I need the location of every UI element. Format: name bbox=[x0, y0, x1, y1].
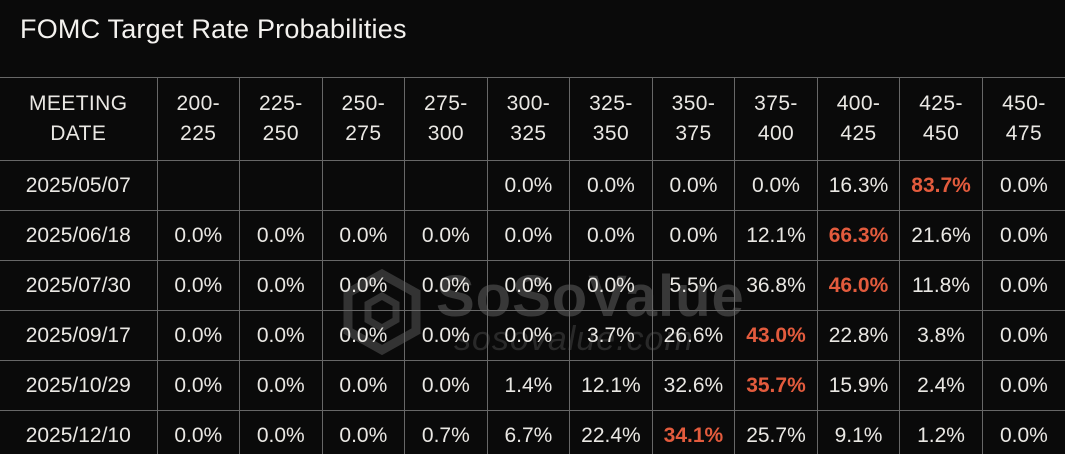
table-header: MEETING DATE 200- 225 225- 250 250- 275 275-… bbox=[0, 77, 1065, 161]
probability-cell: 0.0% bbox=[486, 210, 571, 261]
probability-cell bbox=[156, 160, 241, 211]
probability-cell: 0.0% bbox=[981, 160, 1065, 211]
probability-cell: 0.0% bbox=[156, 260, 241, 311]
meeting-date-cell: 2025/06/18 bbox=[0, 210, 158, 261]
probability-cell: 32.6% bbox=[651, 360, 736, 411]
probability-cell: 22.4% bbox=[569, 410, 653, 454]
probability-cell bbox=[321, 160, 406, 211]
probability-cell: 0.0% bbox=[404, 210, 488, 261]
table-row: 2025/06/18 0.0% 0.0% 0.0% 0.0% 0.0% 0.0% 0.0% 12… bbox=[0, 210, 1065, 261]
probability-cell: 0.0% bbox=[486, 160, 571, 211]
probability-cell: 3.7% bbox=[569, 310, 653, 361]
probability-cell: 0.0% bbox=[981, 310, 1065, 361]
probability-cell bbox=[404, 160, 488, 211]
table-row: 2025/12/10 0.0% 0.0% 0.0% 0.7% 6.7% 22.4% 34.1%… bbox=[0, 410, 1065, 454]
probability-cell: 0.0% bbox=[239, 210, 323, 261]
probability-cell: 0.0% bbox=[321, 260, 406, 311]
probability-cell: 12.1% bbox=[734, 210, 818, 261]
probability-cell: 34.1% bbox=[651, 410, 736, 454]
probability-cell: 22.8% bbox=[816, 310, 901, 361]
meeting-date-cell: 2025/07/30 bbox=[0, 260, 158, 311]
probability-cell: 43.0% bbox=[734, 310, 818, 361]
meeting-date-cell: 2025/05/07 bbox=[0, 160, 158, 211]
probability-cell: 0.7% bbox=[404, 410, 488, 454]
page-title: FOMC Target Rate Probabilities bbox=[20, 14, 407, 44]
probability-cell: 0.0% bbox=[981, 260, 1065, 311]
rate-range-header: 225- 250 bbox=[239, 77, 323, 161]
probability-cell: 0.0% bbox=[156, 360, 241, 411]
probability-cell: 66.3% bbox=[816, 210, 901, 261]
rate-range-header: 200- 225 bbox=[156, 77, 241, 161]
probability-cell: 0.0% bbox=[569, 210, 653, 261]
probability-cell: 0.0% bbox=[651, 160, 736, 211]
probability-cell: 21.6% bbox=[899, 210, 983, 261]
probability-cell: 0.0% bbox=[321, 210, 406, 261]
table-row: 2025/07/30 0.0% 0.0% 0.0% 0.0% 0.0% 0.0% 5.5% 36… bbox=[0, 260, 1065, 311]
probability-cell: 0.0% bbox=[321, 310, 406, 361]
probability-cell: 6.7% bbox=[486, 410, 571, 454]
probability-cell: 5.5% bbox=[651, 260, 736, 311]
probability-cell: 0.0% bbox=[404, 360, 488, 411]
header-row: MEETING DATE 200- 225 225- 250 250- 275 275-… bbox=[0, 77, 1065, 161]
rate-range-header: 325- 350 bbox=[569, 77, 653, 161]
rate-range-header: 425- 450 bbox=[899, 77, 983, 161]
probability-cell: 0.0% bbox=[239, 410, 323, 454]
probability-cell: 83.7% bbox=[899, 160, 983, 211]
probability-cell: 0.0% bbox=[239, 360, 323, 411]
probability-cell: 0.0% bbox=[239, 260, 323, 311]
probability-cell: 0.0% bbox=[404, 310, 488, 361]
meeting-date-cell: 2025/10/29 bbox=[0, 360, 158, 411]
probability-cell: 0.0% bbox=[981, 210, 1065, 261]
probability-cell: 0.0% bbox=[651, 210, 736, 261]
rate-range-header: 250- 275 bbox=[321, 77, 406, 161]
probability-cell: 0.0% bbox=[404, 260, 488, 311]
probability-cell: 15.9% bbox=[816, 360, 901, 411]
probability-cell: 11.8% bbox=[899, 260, 983, 311]
probability-cell: 0.0% bbox=[156, 410, 241, 454]
probability-cell: 0.0% bbox=[981, 410, 1065, 454]
probability-cell: 46.0% bbox=[816, 260, 901, 311]
rate-range-header: 400- 425 bbox=[816, 77, 901, 161]
probability-cell: 25.7% bbox=[734, 410, 818, 454]
meeting-date-header: MEETING DATE bbox=[0, 77, 158, 161]
table-row: 2025/05/07 0.0% 0.0% 0.0% 0.0% 16.3% 83.7% 0.0% bbox=[0, 160, 1065, 211]
meeting-date-cell: 2025/12/10 bbox=[0, 410, 158, 454]
probability-cell: 9.1% bbox=[816, 410, 901, 454]
rate-range-header: 350- 375 bbox=[651, 77, 736, 161]
probability-cell: 0.0% bbox=[734, 160, 818, 211]
probability-cell: 35.7% bbox=[734, 360, 818, 411]
probability-cell: 0.0% bbox=[239, 310, 323, 361]
probability-cell: 26.6% bbox=[651, 310, 736, 361]
probability-cell: 0.0% bbox=[486, 310, 571, 361]
probability-cell: 0.0% bbox=[569, 160, 653, 211]
rate-range-header: 375- 400 bbox=[734, 77, 818, 161]
probability-cell: 0.0% bbox=[156, 210, 241, 261]
probability-cell: 12.1% bbox=[569, 360, 653, 411]
table-body: 2025/05/07 0.0% 0.0% 0.0% 0.0% 16.3% 83.7% 0.0%… bbox=[0, 160, 1065, 454]
rate-range-header: 450- 475 bbox=[981, 77, 1065, 161]
probability-cell bbox=[239, 160, 323, 211]
probability-cell: 0.0% bbox=[321, 360, 406, 411]
probability-cell: 0.0% bbox=[981, 360, 1065, 411]
probability-cell: 0.0% bbox=[156, 310, 241, 361]
rate-range-header: 300- 325 bbox=[486, 77, 571, 161]
probability-cell: 0.0% bbox=[321, 410, 406, 454]
table-row: 2025/09/17 0.0% 0.0% 0.0% 0.0% 0.0% 3.7% 26.6% 4… bbox=[0, 310, 1065, 361]
table-row: 2025/10/29 0.0% 0.0% 0.0% 0.0% 1.4% 12.1% 32.6%… bbox=[0, 360, 1065, 411]
probability-cell: 0.0% bbox=[569, 260, 653, 311]
probability-cell: 16.3% bbox=[816, 160, 901, 211]
probability-cell: 0.0% bbox=[486, 260, 571, 311]
meeting-date-cell: 2025/09/17 bbox=[0, 310, 158, 361]
probabilities-table: MEETING DATE 200- 225 225- 250 250- 275 275-… bbox=[0, 77, 1065, 454]
probability-cell: 1.4% bbox=[486, 360, 571, 411]
probability-cell: 3.8% bbox=[899, 310, 983, 361]
probability-cell: 1.2% bbox=[899, 410, 983, 454]
probability-cell: 2.4% bbox=[899, 360, 983, 411]
probability-cell: 36.8% bbox=[734, 260, 818, 311]
rate-range-header: 275- 300 bbox=[404, 77, 488, 161]
